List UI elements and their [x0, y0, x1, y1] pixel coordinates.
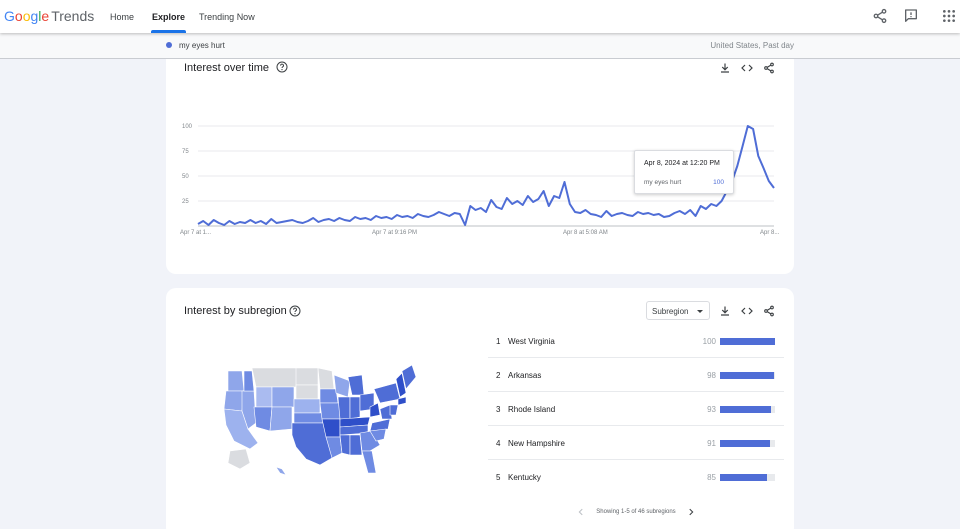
value-bar [720, 440, 771, 447]
list-item[interactable]: 2 Arkansas 98 [488, 358, 784, 392]
search-term[interactable]: my eyes hurt [179, 41, 225, 50]
card-title: Interest by subregion [184, 305, 287, 317]
y-tick-label: 100 [182, 124, 193, 130]
y-tick-label: 50 [182, 174, 189, 180]
caret-down-icon [697, 310, 703, 313]
location-time-filter[interactable]: United States, Past day [710, 41, 794, 50]
chevron-right-icon[interactable] [686, 507, 696, 517]
embed-code-icon[interactable] [741, 62, 753, 74]
logo-letter: o [14, 8, 23, 24]
subregion-value: 91 [707, 439, 716, 448]
value-bar [720, 474, 767, 481]
pagination-status: Showing 1-5 of 46 subregions [596, 509, 676, 515]
rank-number: 2 [496, 371, 501, 380]
logo-letter: g [30, 8, 39, 24]
list-item[interactable]: 5 Kentucky 85 [488, 460, 784, 494]
download-icon[interactable] [719, 305, 731, 317]
tooltip-date: Apr 8, 2024 at 12:20 PM [644, 160, 720, 167]
chart-tooltip: Apr 8, 2024 at 12:20 PM my eyes hurt 100 [634, 150, 734, 194]
subregion-name: West Virginia [508, 337, 555, 346]
value-bar [720, 372, 774, 379]
value-bar-track [720, 406, 775, 413]
y-tick-label: 25 [182, 199, 189, 205]
y-tick-label: 75 [182, 149, 189, 155]
apps-grid-icon[interactable] [941, 8, 957, 24]
interest-over-time-card: Interest over time 100 75 50 25 Apr 7 at 1..… [166, 50, 794, 274]
list-item[interactable]: 1 West Virginia 100 [488, 324, 784, 358]
logo-letter: l [38, 8, 42, 24]
value-bar [720, 406, 772, 413]
subregion-value: 85 [707, 473, 716, 482]
value-bar-track [720, 440, 775, 447]
interest-by-subregion-card: Interest by subregion Subregion [166, 288, 794, 529]
tooltip-value: 100 [713, 179, 724, 186]
share-icon[interactable] [763, 305, 775, 317]
value-bar-track [720, 474, 775, 481]
nav-home[interactable]: Home [110, 11, 135, 22]
subregion-name: Rhode Island [508, 405, 556, 414]
subregion-value: 93 [707, 405, 716, 414]
chevron-left-icon[interactable] [576, 507, 586, 517]
us-subregion-map[interactable] [220, 363, 420, 478]
value-bar-track [720, 338, 775, 345]
logo-letter: o [22, 8, 31, 24]
rank-number: 1 [496, 337, 501, 346]
value-bar [720, 338, 775, 345]
dropdown-label: Subregion [652, 307, 689, 316]
subregion-name: Arkansas [508, 371, 542, 380]
x-tick-label: Apr 8 at 5:08 AM [563, 230, 608, 236]
series-color-dot [166, 42, 172, 48]
logo-trends-text: Trends [51, 8, 95, 24]
nav-trending-now[interactable]: Trending Now [199, 11, 255, 22]
list-item[interactable]: 3 Rhode Island 93 [488, 392, 784, 426]
top-bar: Google Trends Home Explore Trending Now [0, 0, 960, 33]
list-item[interactable]: 4 New Hampshire 91 [488, 426, 784, 460]
query-bar: my eyes hurt United States, Past day [0, 33, 960, 59]
subregion-name: New Hampshire [508, 439, 565, 448]
help-icon[interactable] [289, 305, 301, 317]
embed-code-icon[interactable] [741, 305, 753, 317]
x-tick-label: Apr 7 at 1... [180, 230, 211, 236]
interest-line-chart[interactable]: 100 75 50 25 Apr 7 at 1... Apr 7 at 9:16 PM Ap… [166, 50, 794, 274]
share-icon[interactable] [763, 62, 775, 74]
rank-number: 5 [496, 473, 501, 482]
google-trends-logo[interactable]: Google Trends [4, 8, 94, 24]
value-bar-track [720, 372, 775, 379]
logo-letter: e [41, 8, 50, 24]
x-tick-label: Apr 7 at 9:16 PM [372, 230, 417, 236]
subregion-dropdown[interactable]: Subregion [646, 301, 710, 320]
series-line[interactable] [197, 125, 775, 226]
nav-explore[interactable]: Explore [150, 0, 187, 33]
rank-number: 4 [496, 439, 501, 448]
subregion-value: 100 [702, 337, 716, 346]
share-icon[interactable] [872, 8, 888, 24]
tooltip-term: my eyes hurt [644, 179, 682, 186]
x-tick-label: Apr 8... [760, 230, 780, 236]
logo-letter: G [4, 8, 15, 24]
subregion-name: Kentucky [508, 473, 541, 482]
subregion-value: 98 [707, 371, 716, 380]
help-icon[interactable] [276, 61, 288, 73]
card-title: Interest over time [184, 62, 269, 74]
download-icon[interactable] [719, 62, 731, 74]
feedback-icon[interactable] [903, 8, 919, 24]
rank-number: 3 [496, 405, 501, 414]
